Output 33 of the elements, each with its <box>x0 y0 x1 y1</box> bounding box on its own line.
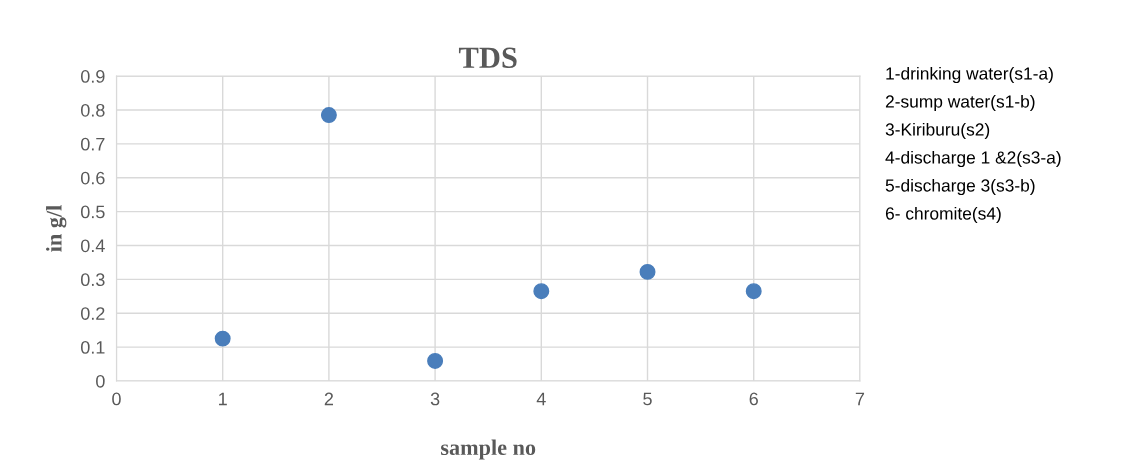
x-tick-label: 3 <box>430 392 440 406</box>
y-tick-label: 0.9 <box>80 70 105 83</box>
point <box>427 352 444 369</box>
y-tick-label: 0.4 <box>80 239 105 253</box>
x-tick-label: 2 <box>324 392 334 406</box>
text: 3-Kiriburu(s2) <box>885 122 990 140</box>
y-tick-label: 0.8 <box>80 103 105 117</box>
point <box>745 283 762 300</box>
y-tick-label: 0.6 <box>80 171 105 185</box>
y-tick-label: 0.7 <box>80 137 105 151</box>
x-tick-label: 4 <box>536 392 546 406</box>
y-tick-label: 0 <box>96 374 105 388</box>
y-tick-label: 0.5 <box>80 205 105 219</box>
text: 5-discharge 3(s3-b) <box>885 178 1035 196</box>
x-axis-title: sample no <box>441 439 536 460</box>
point <box>214 330 231 347</box>
y-tick-label: 0.3 <box>80 273 105 287</box>
point <box>639 263 656 280</box>
x-tick-label: 7 <box>855 392 865 406</box>
chart-title: TDS <box>458 47 517 69</box>
text: 6- chromite(s4) <box>885 206 1001 224</box>
point <box>533 283 550 300</box>
x-tick-label: 5 <box>643 392 652 406</box>
x-tick-label: 0 <box>112 392 121 406</box>
text: 2-sump water(s1-b) <box>885 94 1035 112</box>
point <box>320 107 337 124</box>
x-tick-label: 1 <box>219 392 227 406</box>
x-tick-label: 6 <box>749 392 758 406</box>
y-tick-label: 0.1 <box>80 341 105 354</box>
y-axis-title: in g/l <box>46 205 67 252</box>
text: 1-drinking water(s1-a) <box>886 66 1053 84</box>
y-tick-label: 0.2 <box>80 307 105 320</box>
text: 4-discharge 1 &2(s3-a) <box>885 150 1061 168</box>
